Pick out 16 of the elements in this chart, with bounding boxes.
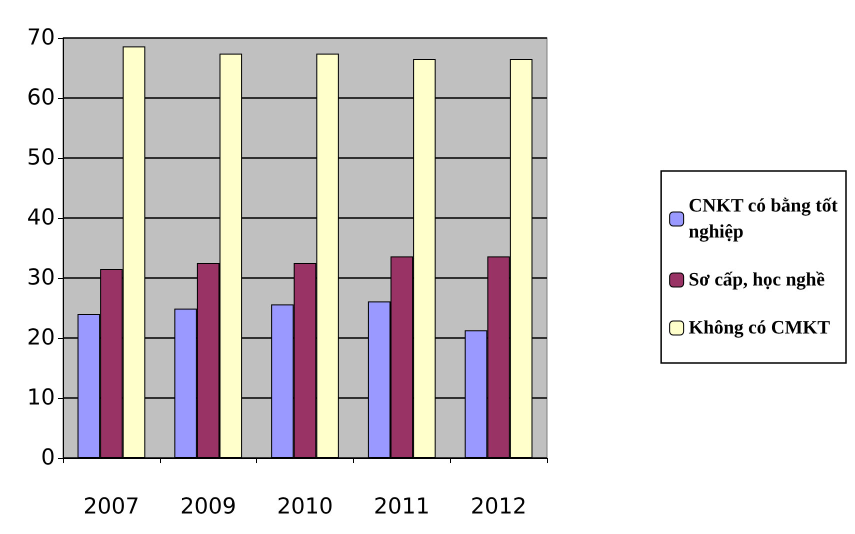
y-tick-label: 70 xyxy=(27,26,55,50)
y-tick-label: 50 xyxy=(27,146,55,170)
x-tick-label: 2007 xyxy=(83,494,140,520)
legend-label: Sơ cấp, học nghề xyxy=(688,270,825,290)
x-tick-label: 2009 xyxy=(180,494,236,520)
legend-label: CNKT có bằng tốt nghiệp xyxy=(688,196,838,242)
x-tick-label: 2011 xyxy=(374,494,430,520)
y-tick-label: 60 xyxy=(27,86,55,110)
x-tick-label: 2010 xyxy=(277,494,333,520)
y-tick-label: 0 xyxy=(41,446,55,470)
x-tick-label: 2012 xyxy=(470,494,527,520)
y-tick-label: 20 xyxy=(27,326,55,350)
y-tick-label: 40 xyxy=(27,206,55,230)
y-tick-label: 30 xyxy=(27,266,55,290)
y-tick-label: 10 xyxy=(27,386,55,410)
legend-label: Không có CMKT xyxy=(688,318,830,338)
